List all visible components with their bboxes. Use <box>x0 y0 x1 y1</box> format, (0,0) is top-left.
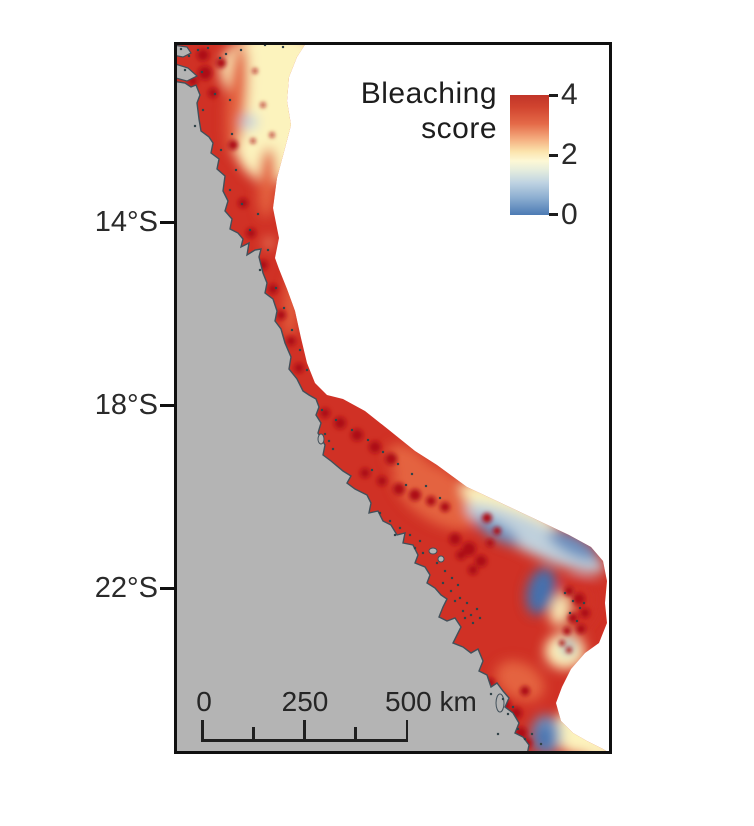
lat-label-14s: 14°S <box>94 206 158 238</box>
colorbar-tick-2 <box>549 154 558 157</box>
lat-tick-18s <box>160 404 175 407</box>
colorbar-label-2: 2 <box>561 138 578 171</box>
scalebar-major-tick-500 <box>405 720 408 740</box>
scalebar-minor-tick-375 <box>354 727 357 740</box>
island-north-a <box>175 44 192 58</box>
lat-label-18s: 18°S <box>94 389 158 421</box>
scalebar-major-tick-250 <box>303 720 306 740</box>
colorbar-label-4: 4 <box>561 78 578 111</box>
scalebar-baseline <box>201 739 408 742</box>
coastal-islands <box>317 433 505 713</box>
legend-title-line2: score <box>421 112 497 145</box>
legend-title-line1: Bleaching <box>360 77 497 110</box>
lat-tick-14s <box>160 221 175 224</box>
colorbar-label-0: 0 <box>561 198 578 231</box>
colorbar-tick-0 <box>549 213 558 216</box>
mainland-queensland <box>175 80 530 752</box>
scalebar-label-0: 0 <box>196 686 212 717</box>
legend-colorbar <box>510 95 549 215</box>
lat-tick-22s <box>160 587 175 590</box>
island-north-b <box>175 63 199 82</box>
legend-title: Bleaching score <box>290 76 497 146</box>
scalebar-label-250: 250 <box>281 686 329 717</box>
scalebar-major-tick-0 <box>201 720 204 740</box>
scalebar-label-500km: 500 km <box>385 686 477 717</box>
lat-label-22s: 22°S <box>94 572 158 604</box>
scalebar-minor-tick-125 <box>252 727 255 740</box>
colorbar-tick-4 <box>549 94 558 97</box>
reef-site-dots <box>179 43 586 746</box>
